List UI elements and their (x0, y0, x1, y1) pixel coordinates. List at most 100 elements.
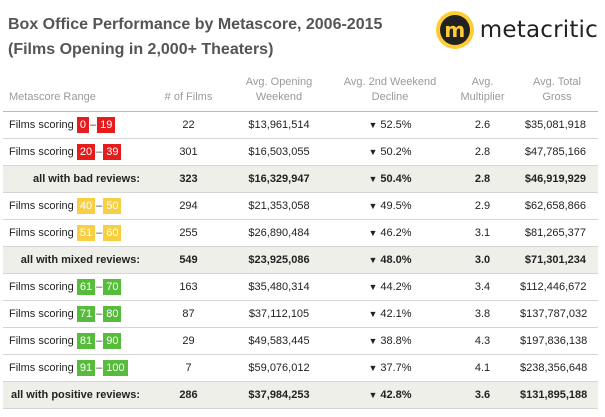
gross-cell: $71,301,234 (516, 246, 598, 274)
gross-cell: $62,658,866 (516, 192, 598, 220)
range-high-badge: 70 (103, 279, 122, 295)
range-low-badge: 61 (76, 279, 96, 295)
multiplier-cell: 3.1 (449, 219, 516, 247)
range-cell: Films scoring 20–39 (3, 138, 150, 166)
films-cell: 163 (150, 273, 227, 301)
decline-value: 38.8% (380, 335, 412, 347)
films-cell: 7 (150, 354, 227, 382)
decline-cell: ▼ 46.2% (331, 219, 449, 247)
range-dash: – (96, 308, 103, 320)
range-dash: – (96, 335, 103, 347)
row-prefix: Films scoring (9, 362, 74, 374)
down-arrow-icon: ▼ (368, 147, 378, 157)
multiplier-cell: 3.4 (449, 273, 516, 301)
range-cell: Films scoring 81–90 (3, 327, 150, 355)
row-prefix: Films scoring (9, 335, 74, 347)
range-low-badge: 81 (76, 333, 96, 349)
summary-row: all with bad reviews: 323 $16,329,947 ▼ 50.4… (3, 165, 598, 193)
opening-cell: $59,076,012 (227, 354, 331, 382)
logo-glyph: m (439, 15, 470, 45)
table-row: Films scoring 51–60 255 $26,890,484 ▼ 46.2% 3… (3, 219, 598, 247)
opening-cell: $13,961,514 (227, 111, 331, 139)
decline-cell: ▼ 42.1% (331, 300, 449, 328)
gross-cell: $137,787,032 (516, 300, 598, 328)
down-arrow-icon: ▼ (368, 390, 378, 400)
col-header-avg-gross: Avg. Total Gross (516, 71, 598, 112)
decline-cell: ▼ 44.2% (331, 273, 449, 301)
row-prefix: Films scoring (9, 281, 74, 293)
range-cell: Films scoring 91–100 (3, 354, 150, 382)
col-header-metascore-range: Metascore Range (3, 71, 150, 112)
films-cell: 549 (150, 246, 227, 274)
decline-value: 37.7% (380, 362, 412, 374)
opening-cell: $16,503,055 (227, 138, 331, 166)
range-low-badge: 20 (76, 144, 96, 160)
row-prefix: Films scoring (9, 227, 74, 239)
opening-cell: $49,583,445 (227, 327, 331, 355)
range-dash: – (96, 200, 103, 212)
range-high-badge: 90 (103, 333, 122, 349)
box-office-table: Metascore Range # of Films Avg. Opening … (3, 71, 598, 409)
down-arrow-icon: ▼ (368, 201, 378, 211)
decline-value: 42.1% (380, 308, 412, 320)
range-dash: – (96, 281, 103, 293)
row-prefix: Films scoring (9, 146, 74, 158)
range-cell: Films scoring 71–80 (3, 300, 150, 328)
multiplier-cell: 4.3 (449, 327, 516, 355)
range-dash: – (96, 146, 103, 158)
gross-cell: $131,895,188 (516, 381, 598, 409)
range-low-badge: 40 (76, 198, 96, 214)
row-prefix: Films scoring (9, 200, 74, 212)
range-high-badge: 19 (97, 117, 116, 133)
range-dash: – (89, 119, 97, 131)
gross-cell: $35,081,918 (516, 111, 598, 139)
table-row: Films scoring 40–50 294 $21,353,058 ▼ 49.5% 2… (3, 192, 598, 220)
gross-cell: $112,446,672 (516, 273, 598, 301)
summary-label: all with bad reviews: (3, 165, 150, 193)
down-arrow-icon: ▼ (368, 309, 378, 319)
range-high-badge: 39 (103, 144, 122, 160)
logo-text: metacritic (479, 17, 598, 43)
table-row: Films scoring 81–90 29 $49,583,445 ▼ 38.8% 4.… (3, 327, 598, 355)
down-arrow-icon: ▼ (368, 363, 378, 373)
down-arrow-icon: ▼ (368, 282, 378, 292)
films-cell: 286 (150, 381, 227, 409)
opening-cell: $26,890,484 (227, 219, 331, 247)
gross-cell: $46,919,929 (516, 165, 598, 193)
decline-value: 50.2% (380, 146, 412, 158)
range-cell: Films scoring 0–19 (3, 111, 150, 139)
col-header-avg-opening: Avg. Opening Weekend (227, 71, 331, 112)
gross-cell: $81,265,377 (516, 219, 598, 247)
range-cell: Films scoring 61–70 (3, 273, 150, 301)
page-subtitle: (Films Opening in 2,000+ Theaters) (8, 41, 274, 58)
range-cell: Films scoring 51–60 (3, 219, 150, 247)
decline-cell: ▼ 50.4% (331, 165, 449, 193)
range-cell: Films scoring 40–50 (3, 192, 150, 220)
summary-label: all with positive reviews: (3, 381, 150, 409)
table-row: Films scoring 61–70 163 $35,480,314 ▼ 44.2% 3… (3, 273, 598, 301)
decline-value: 42.8% (380, 389, 412, 401)
summary-row: all with positive reviews: 286 $37,984,253… (3, 381, 598, 409)
films-cell: 301 (150, 138, 227, 166)
opening-cell: $16,329,947 (227, 165, 331, 193)
opening-cell: $37,112,105 (227, 300, 331, 328)
decline-value: 49.5% (380, 200, 412, 212)
range-low-badge: 0 (76, 117, 89, 133)
row-prefix: Films scoring (9, 119, 74, 131)
down-arrow-icon: ▼ (368, 255, 378, 265)
header-row: Metascore Range # of Films Avg. Opening … (3, 71, 598, 112)
down-arrow-icon: ▼ (368, 174, 378, 184)
decline-value: 52.5% (380, 119, 412, 131)
films-cell: 323 (150, 165, 227, 193)
opening-cell: $35,480,314 (227, 273, 331, 301)
metacritic-logo: m metacritic (435, 10, 598, 50)
range-high-badge: 80 (103, 306, 122, 322)
down-arrow-icon: ▼ (368, 120, 378, 130)
gross-cell: $197,836,138 (516, 327, 598, 355)
table-row: Films scoring 0–19 22 $13,961,514 ▼ 52.5% 2.6… (3, 111, 598, 139)
multiplier-cell: 2.8 (449, 165, 516, 193)
col-header-avg-multiplier: Avg. Multiplier (449, 71, 516, 112)
down-arrow-icon: ▼ (368, 336, 378, 346)
multiplier-cell: 4.1 (449, 354, 516, 382)
decline-cell: ▼ 38.8% (331, 327, 449, 355)
